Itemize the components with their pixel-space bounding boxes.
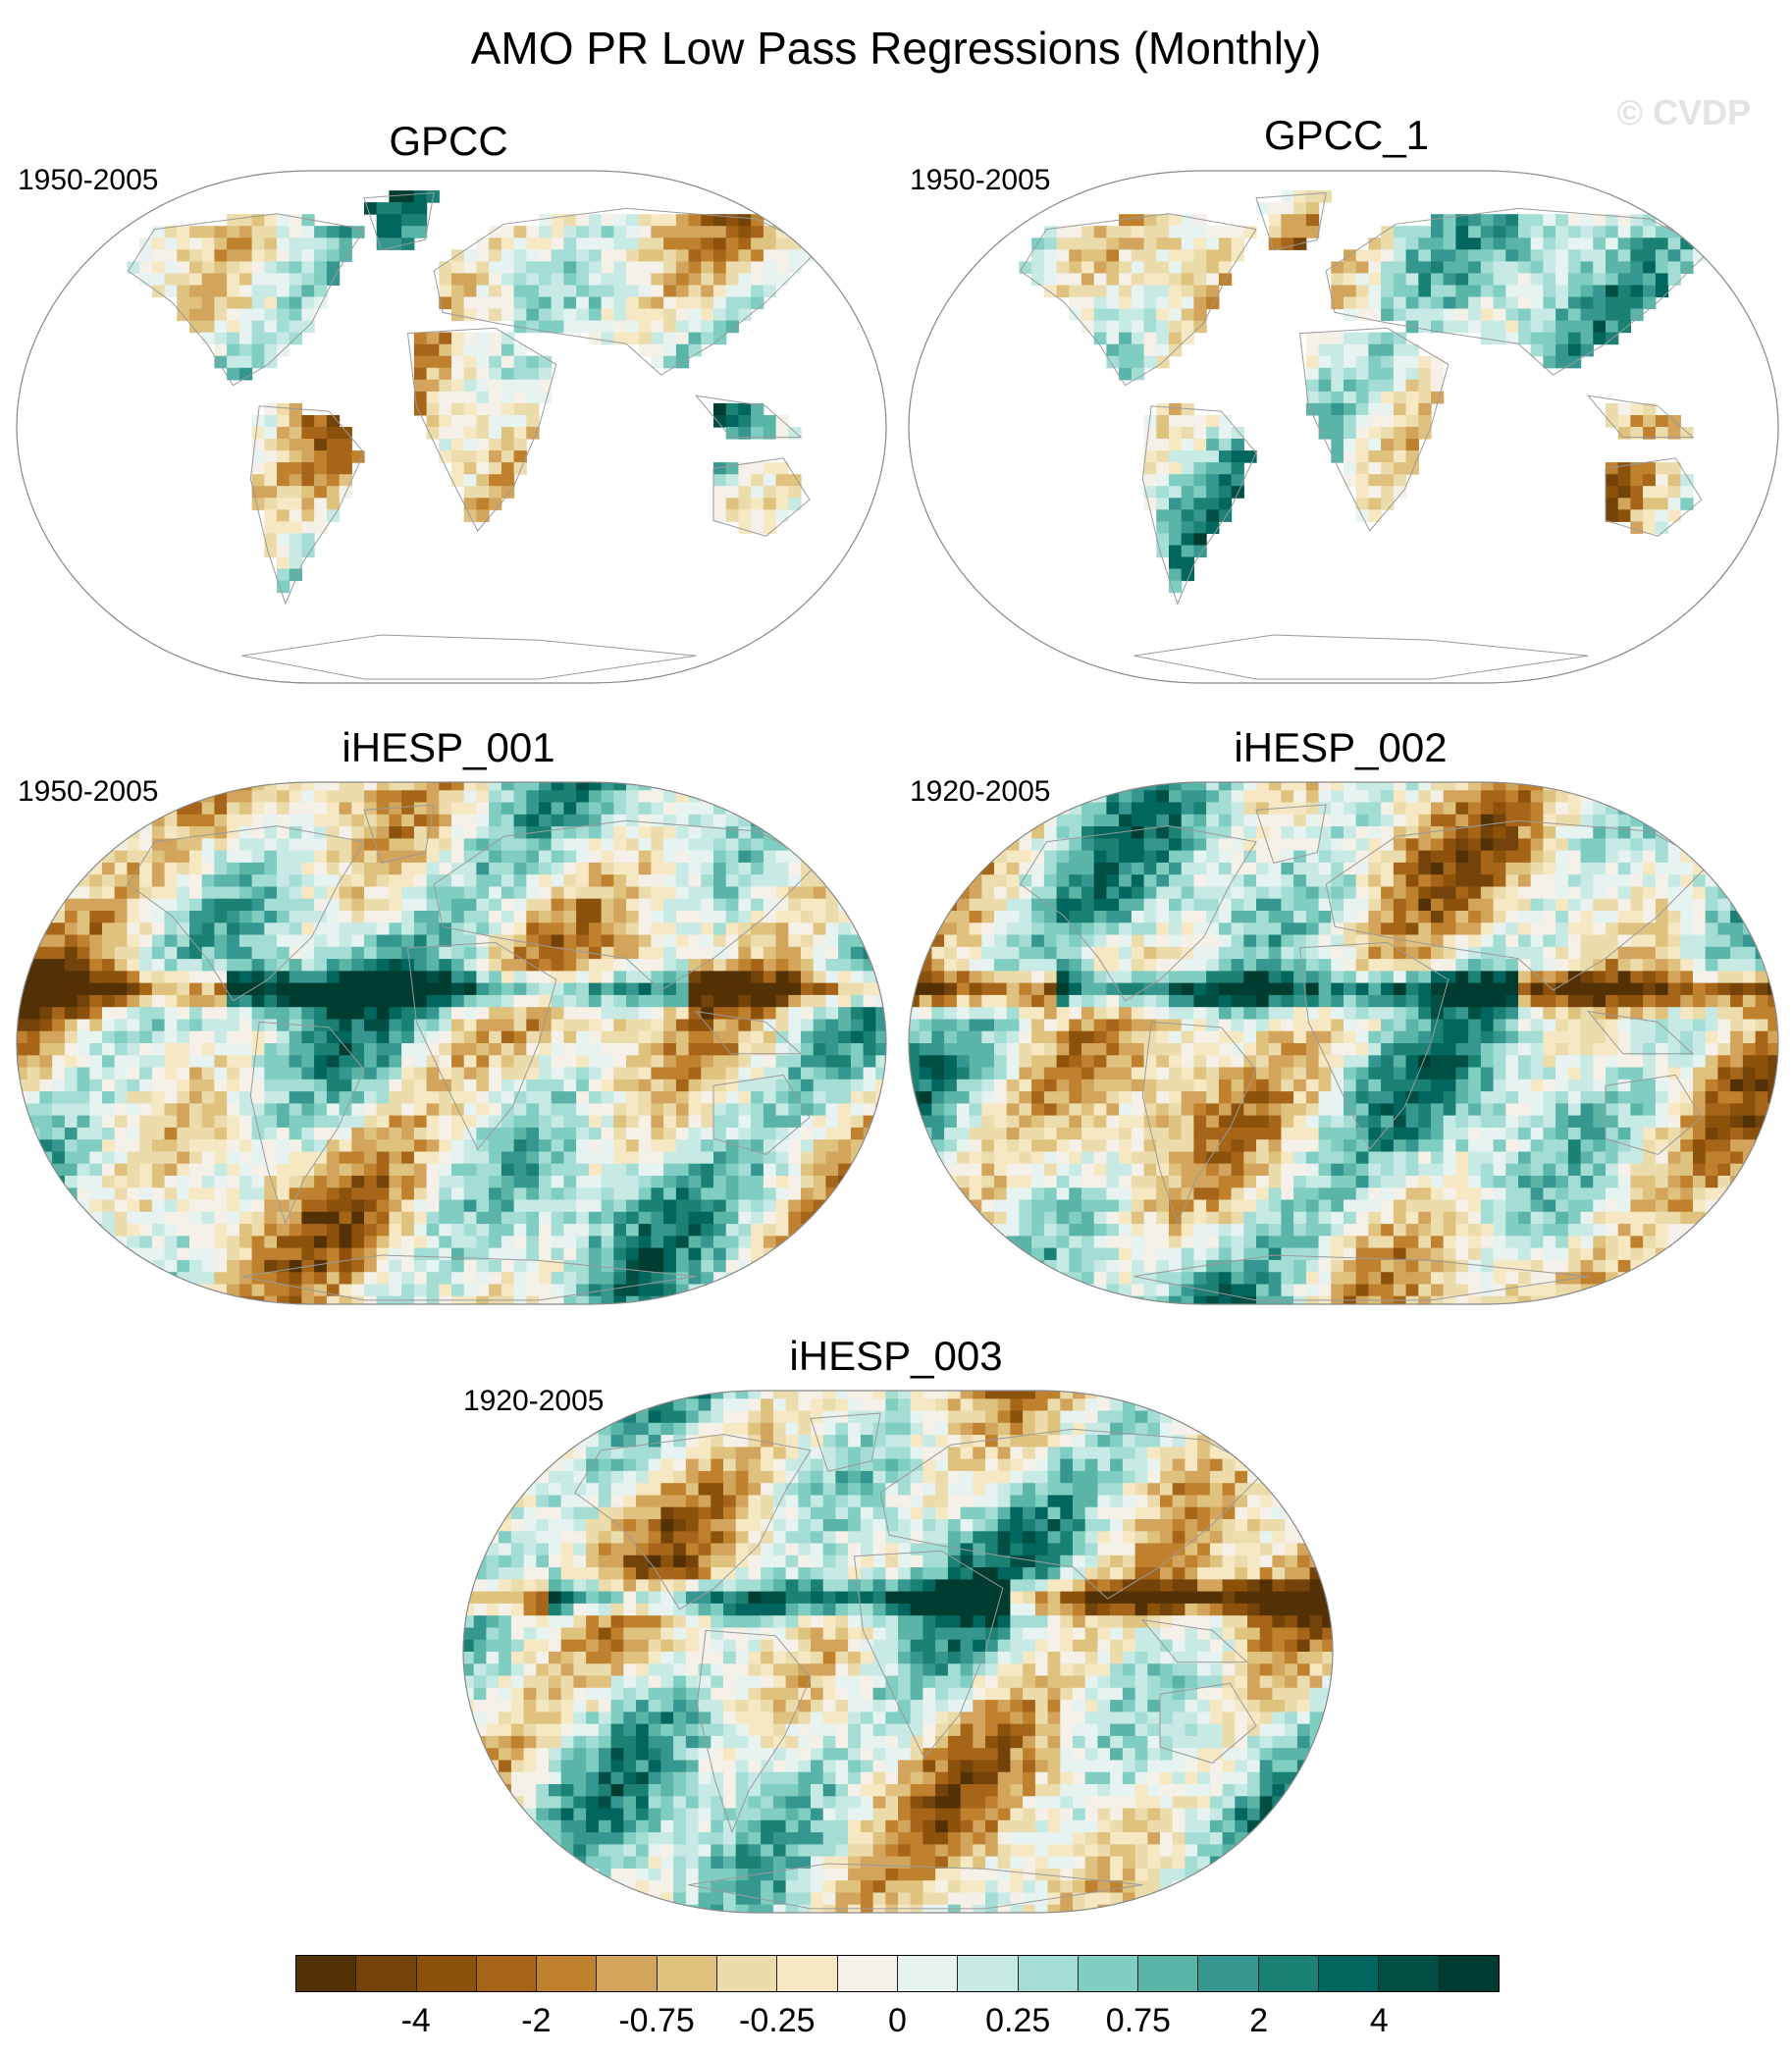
map-panel-gpcc-1 bbox=[908, 170, 1779, 684]
map-panel-gpcc bbox=[16, 170, 887, 684]
watermark: © CVDP bbox=[1616, 92, 1751, 132]
colorbar-tick-label: -4 bbox=[400, 2002, 431, 2039]
panel-title-ihesp-003: iHESP_003 bbox=[789, 1333, 1003, 1379]
panel-period-ihesp-002: 1920-2005 bbox=[910, 775, 1051, 808]
colorbar-tick-label: 0 bbox=[888, 2002, 907, 2039]
colorbar-swatch bbox=[1258, 1956, 1320, 1991]
colorbar-swatch bbox=[1018, 1956, 1079, 1991]
colorbar-swatch bbox=[476, 1956, 538, 1991]
colorbar-tick-label: -0.25 bbox=[739, 2002, 816, 2039]
colorbar-tick-label: -2 bbox=[521, 2002, 552, 2039]
colorbar-swatch bbox=[657, 1956, 718, 1991]
colorbar-swatch bbox=[1319, 1956, 1380, 1991]
colorbar-swatch bbox=[1198, 1956, 1259, 1991]
colorbar-swatch bbox=[958, 1956, 1019, 1991]
colorbar-swatch bbox=[897, 1956, 959, 1991]
panel-title-gpcc-1: GPCC_1 bbox=[1263, 112, 1430, 158]
colorbar-swatch bbox=[777, 1956, 838, 1991]
map-panel-ihesp-002 bbox=[908, 781, 1779, 1305]
panel-period-ihesp-003: 1920-2005 bbox=[463, 1385, 605, 1417]
panel-period-gpcc-1: 1950-2005 bbox=[910, 164, 1051, 196]
colorbar-tick-label: 4 bbox=[1369, 2002, 1389, 2039]
colorbar-swatch bbox=[837, 1956, 898, 1991]
colorbar-swatch bbox=[296, 1956, 357, 1991]
colorbar-swatch bbox=[356, 1956, 417, 1991]
colorbar-swatch bbox=[537, 1956, 598, 1991]
colorbar-swatch bbox=[597, 1956, 658, 1991]
colorbar-tick-label: 0.75 bbox=[1105, 2002, 1171, 2039]
colorbar-swatch bbox=[1379, 1956, 1440, 1991]
colorbar-labels: -4 -2 -0.75 -0.25 0 0.25 0.75 2 4 bbox=[295, 2002, 1500, 2041]
colorbar-tick-label: -0.75 bbox=[618, 2002, 695, 2039]
panel-period-gpcc: 1950-2005 bbox=[18, 164, 159, 196]
colorbar-swatch bbox=[416, 1956, 477, 1991]
colorbar-swatch bbox=[717, 1956, 778, 1991]
colorbar-swatch bbox=[1439, 1956, 1499, 1991]
colorbar-tick-label: 2 bbox=[1249, 2002, 1269, 2039]
colorbar-swatch bbox=[1078, 1956, 1139, 1991]
panel-title-ihesp-002: iHESP_002 bbox=[1234, 724, 1448, 770]
panel-title-ihesp-001: iHESP_001 bbox=[342, 724, 555, 770]
map-panel-ihesp-003 bbox=[462, 1390, 1334, 1914]
map-panel-ihesp-001 bbox=[16, 781, 887, 1305]
colorbar-swatch bbox=[1138, 1956, 1199, 1991]
panel-title-gpcc: GPCC bbox=[389, 118, 508, 164]
panel-period-ihesp-001: 1950-2005 bbox=[18, 775, 159, 808]
figure-title: AMO PR Low Pass Regressions (Monthly) bbox=[470, 23, 1322, 74]
colorbar bbox=[295, 1955, 1500, 1992]
colorbar-tick-label: 0.25 bbox=[985, 2002, 1051, 2039]
